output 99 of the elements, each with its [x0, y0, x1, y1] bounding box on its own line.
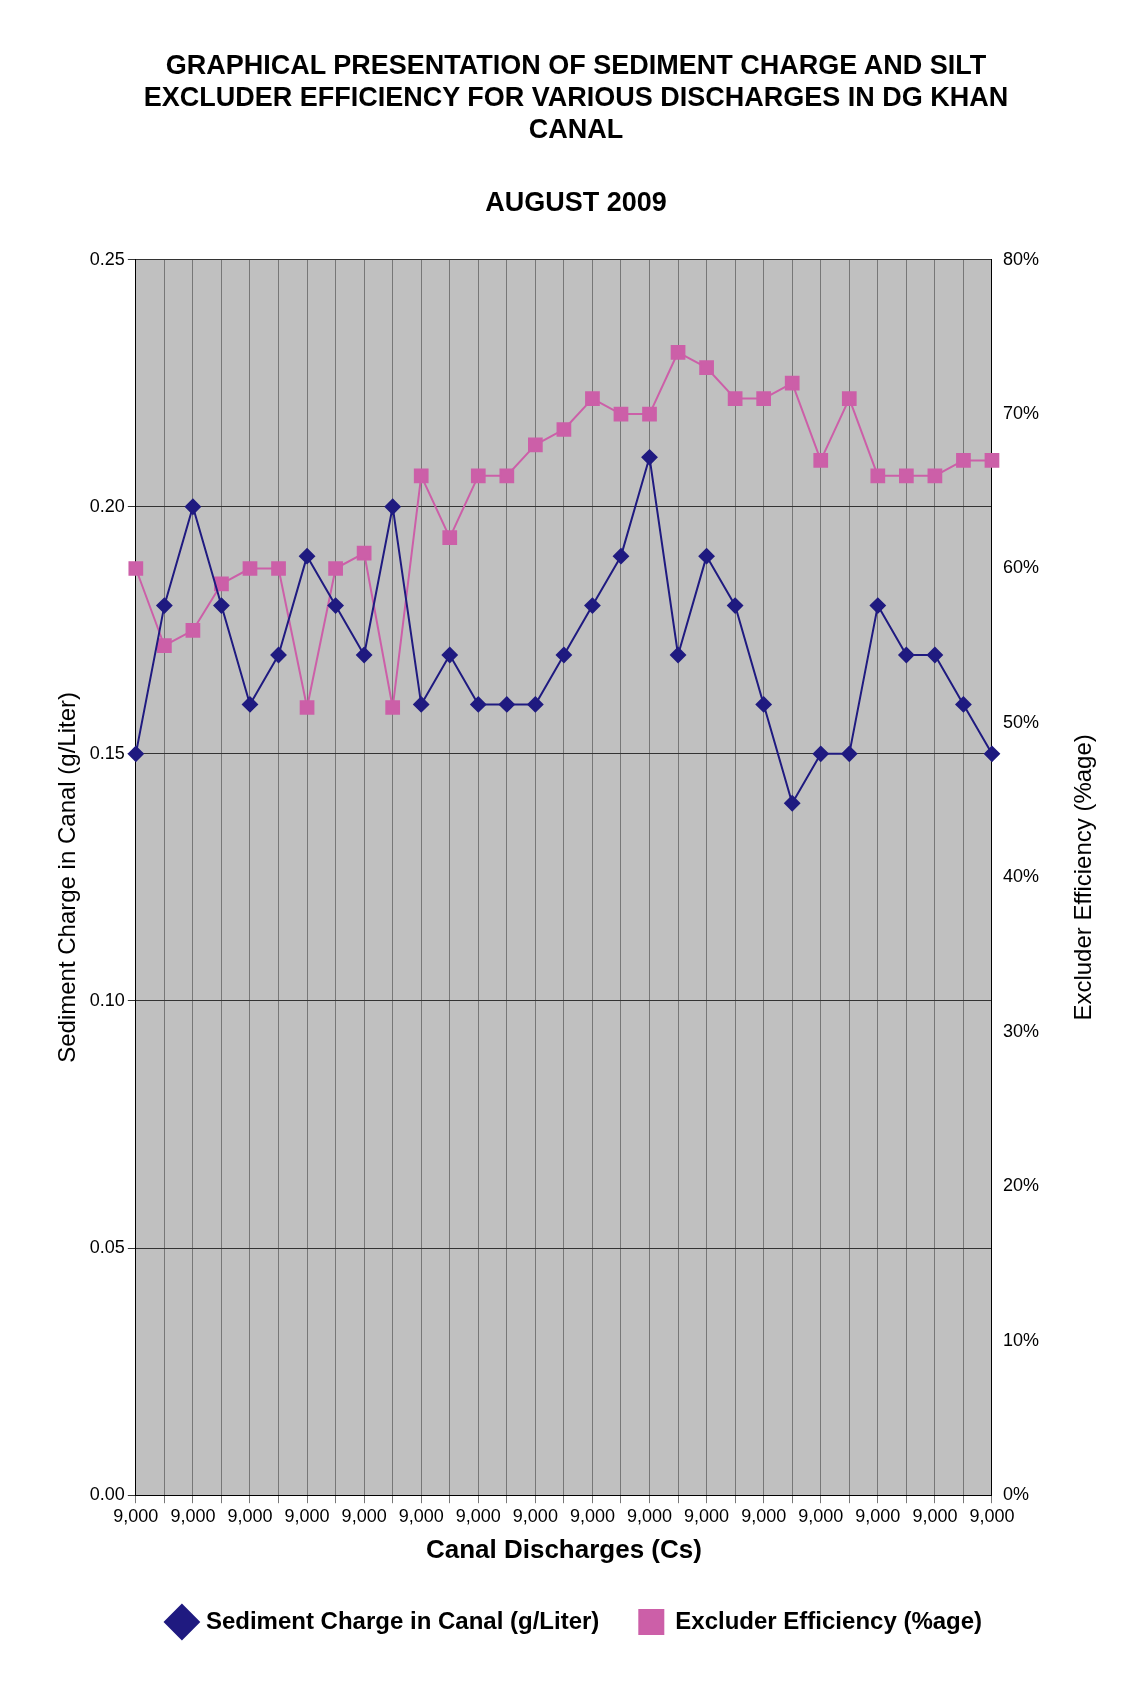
point: [527, 696, 544, 713]
y2-tick-label: 80%: [1002, 248, 1039, 269]
point: [926, 646, 943, 663]
point: [612, 548, 629, 565]
point: [156, 597, 173, 614]
point: [555, 646, 572, 663]
point: [299, 548, 316, 565]
x-tick-label: 9,000: [455, 1505, 501, 1526]
point: [413, 696, 430, 713]
point: [983, 745, 1000, 762]
point: [955, 696, 972, 713]
point: [841, 391, 857, 406]
point: [413, 468, 429, 484]
chart-title: GRAPHICAL PRESENTATION OF SEDIMENT CHARGE AND SILT EXCLUDER EFFICIENCY FOR VARIOUS DISCHARGES IN DG KHAN CANAL: [143, 49, 1009, 145]
point: [727, 597, 744, 614]
point: [127, 745, 144, 762]
point: [327, 597, 344, 614]
point: [271, 561, 286, 576]
point: [870, 468, 886, 484]
point: [584, 597, 601, 614]
y-axis-title: Sediment Charge in Canal (g/Liter): [53, 691, 81, 1063]
point: [984, 453, 1000, 468]
x-tick-label: 9,000: [170, 1505, 216, 1526]
point: [528, 437, 543, 453]
point: [641, 449, 658, 466]
y2-tick-label: 20%: [1002, 1175, 1039, 1196]
point: [841, 745, 858, 762]
y-tick-label: 0.05: [89, 1237, 125, 1258]
point: [270, 646, 287, 663]
point: [927, 468, 943, 484]
point: [242, 561, 258, 576]
point: [384, 498, 401, 515]
point: [442, 530, 458, 545]
x-tick-label: 9,000: [227, 1505, 273, 1526]
x-tick-label: 9,000: [398, 1505, 444, 1526]
x-tick-label: 9,000: [569, 1505, 615, 1526]
y-tick-label: 0.25: [89, 248, 125, 269]
point: [356, 545, 372, 561]
point: [299, 700, 315, 715]
x-tick-label: 9,000: [284, 1505, 330, 1526]
point: [812, 745, 829, 762]
y-tick-label: 0.00: [89, 1484, 125, 1505]
x-tick-label: 9,000: [626, 1505, 673, 1526]
point: [784, 375, 800, 391]
legend-label: Excluder Efficiency (%age): [675, 1606, 983, 1634]
y2-tick-label: 50%: [1002, 711, 1039, 732]
point: [613, 406, 629, 422]
point: [869, 597, 886, 614]
point: [813, 453, 829, 468]
x-tick-label: 9,000: [741, 1505, 787, 1526]
point: [356, 646, 373, 663]
y2-tick-label: 60%: [1002, 557, 1039, 578]
x-tick-label: 9,000: [113, 1505, 159, 1526]
point: [441, 646, 458, 663]
y2-tick-label: 0%: [1002, 1484, 1029, 1505]
x-tick-label: 9,000: [855, 1505, 901, 1526]
point: [956, 453, 971, 468]
y2-tick-label: 40%: [1002, 866, 1039, 887]
chart-subtitle: AUGUST 2009: [485, 186, 667, 217]
point: [185, 622, 201, 638]
y2-axis-title: Excluder Efficiency (%age): [1068, 734, 1096, 1021]
x-tick-label: 9,000: [341, 1505, 387, 1526]
point: [184, 498, 201, 515]
x-tick-label: 9,000: [512, 1505, 558, 1526]
x-tick-label: 9,000: [912, 1505, 958, 1526]
y2-tick-label: 70%: [1002, 403, 1039, 424]
point: [498, 696, 515, 713]
point: [642, 406, 657, 422]
point: [755, 696, 772, 713]
y-tick-label: 0.15: [89, 742, 125, 763]
y-tick-label: 0.20: [89, 495, 125, 516]
point: [670, 646, 687, 663]
x-tick-label: 9,000: [684, 1505, 730, 1526]
x-tick-label: 9,000: [969, 1505, 1015, 1526]
y2-tick-label: 10%: [1002, 1329, 1039, 1350]
point: [899, 468, 914, 484]
point: [699, 360, 714, 376]
point: [698, 548, 715, 565]
point: [241, 696, 258, 713]
point: [470, 696, 487, 713]
point: [585, 391, 600, 406]
point: [213, 597, 230, 614]
x-tick-label: 9,000: [798, 1505, 844, 1526]
point: [727, 391, 743, 406]
point: [670, 344, 686, 360]
point: [556, 422, 572, 437]
point: [784, 795, 801, 812]
y2-tick-label: 30%: [1002, 1020, 1039, 1041]
point: [128, 561, 144, 576]
point: [328, 561, 343, 576]
x-axis-title: Canal Discharges (Cs): [425, 1533, 702, 1564]
point: [157, 638, 172, 654]
y-tick-label: 0.10: [89, 989, 125, 1010]
point: [898, 646, 915, 663]
point: [470, 468, 486, 484]
legend-label: Sediment Charge in Canal (g/Liter): [205, 1606, 600, 1634]
point: [756, 391, 772, 406]
point: [385, 700, 401, 715]
point: [499, 468, 515, 484]
